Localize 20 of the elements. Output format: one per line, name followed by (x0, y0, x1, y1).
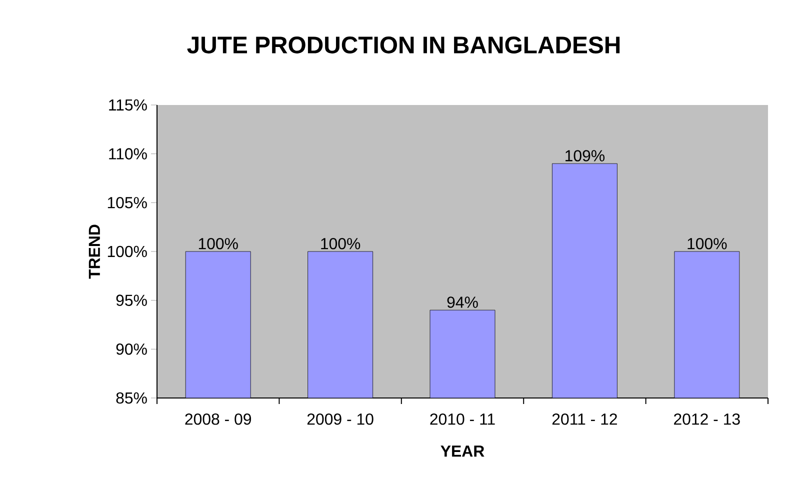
x-tick-label: 2008 - 09 (185, 414, 252, 425)
x-tick-label: 2012 - 13 (674, 414, 740, 425)
chart-title: JUTE PRODUCTION IN BANGLADESH (187, 36, 620, 54)
y-tick-label: 85% (116, 392, 147, 404)
y-tick-label: 115% (109, 99, 147, 111)
data-label: 100% (198, 238, 238, 250)
y-tick-label: 95% (116, 294, 147, 306)
x-tick-label: 2009 - 10 (307, 414, 374, 425)
data-label: 94% (447, 296, 478, 308)
y-tick-label: 100% (108, 246, 147, 258)
x-tick-label: 2011 - 12 (552, 414, 617, 425)
x-tick-label: 2010 - 11 (430, 414, 495, 425)
data-label: 100% (688, 238, 727, 250)
x-axis-title: YEAR (440, 446, 484, 457)
data-label: 109% (566, 150, 605, 162)
y-tick-label: 105% (108, 197, 147, 208)
y-tick-label: 90% (116, 344, 147, 355)
y-tick-label: 110% (109, 148, 147, 160)
data-label: 100% (321, 238, 360, 250)
y-axis-title: TREND (88, 224, 100, 279)
